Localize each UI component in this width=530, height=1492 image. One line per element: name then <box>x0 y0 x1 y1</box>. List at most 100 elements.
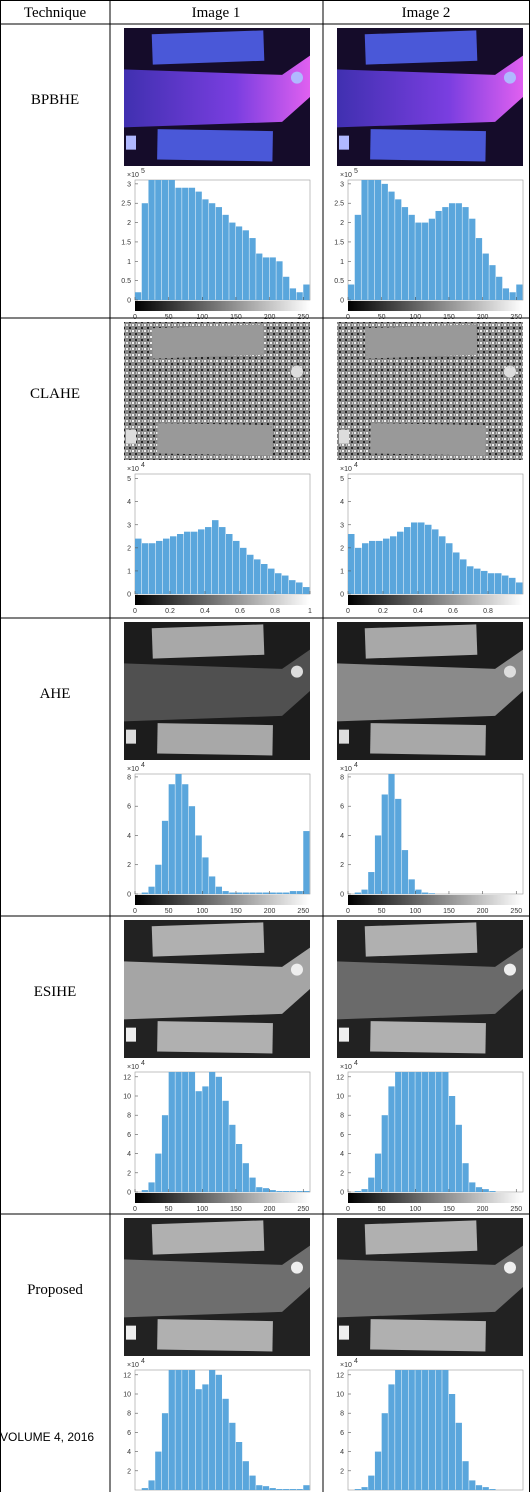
colorbar <box>348 1193 523 1203</box>
x-tick-label: 150 <box>443 1206 455 1213</box>
histogram-bar <box>283 276 290 300</box>
x-tick-label: 200 <box>477 314 489 321</box>
histogram-bar <box>448 203 456 300</box>
photo-arm <box>337 1245 523 1318</box>
x-tick-label: 50 <box>165 908 173 915</box>
y-tick-label: 1.5 <box>121 239 131 246</box>
y-tick-label: 12 <box>123 1372 131 1379</box>
y-tick-label: 4 <box>127 833 131 840</box>
histogram-bar <box>222 214 229 300</box>
histogram-bar <box>442 207 449 300</box>
axis-scale-exponent: 4 <box>141 1358 145 1365</box>
technique-label: BPBHE <box>31 92 79 108</box>
histogram-bar <box>282 575 289 594</box>
x-tick-label: 200 <box>264 1206 276 1213</box>
histogram-bar <box>374 1451 382 1490</box>
histogram-bar <box>188 187 196 300</box>
histogram-bar <box>155 180 162 300</box>
y-tick-label: 1 <box>127 259 131 266</box>
x-tick-label: 50 <box>378 908 386 915</box>
colorbar <box>135 1193 310 1203</box>
histogram-bar <box>489 1191 496 1192</box>
y-tick-label: 5 <box>340 476 344 483</box>
histogram-bar <box>397 531 404 594</box>
histogram-bar <box>388 1384 395 1490</box>
histogram-bar <box>163 538 170 594</box>
axis-scale: ×10 <box>127 1362 139 1369</box>
y-tick-label: 6 <box>127 1430 131 1437</box>
photo-board <box>364 324 478 359</box>
histogram-bar <box>242 1461 249 1490</box>
y-tick-label: 8 <box>340 774 344 781</box>
histogram-bar <box>432 529 439 594</box>
histogram-bar <box>390 536 397 594</box>
histogram-bar <box>276 1191 283 1192</box>
photo <box>337 920 523 1058</box>
histogram-bar <box>381 183 388 300</box>
histogram-bar <box>422 1370 429 1490</box>
histogram-bar <box>209 1072 216 1192</box>
y-tick-label: 2 <box>127 220 131 227</box>
histogram-bar <box>455 1124 462 1192</box>
y-tick-label: 2 <box>127 862 131 869</box>
histogram-bar <box>381 1115 388 1192</box>
histogram-bar <box>422 1072 429 1192</box>
histogram-bar <box>235 226 243 300</box>
histogram-bar <box>242 1163 249 1192</box>
histogram-bar <box>161 1413 169 1490</box>
histogram-bar <box>135 538 142 594</box>
x-tick-label: 150 <box>230 908 242 915</box>
y-tick-label: 0 <box>340 298 344 305</box>
histogram-bar <box>226 534 233 594</box>
y-tick-label: 4 <box>340 499 344 506</box>
x-tick-label: 200 <box>477 1206 489 1213</box>
photo-board <box>157 423 273 456</box>
histogram-bar <box>142 543 149 594</box>
y-tick-label: 3 <box>127 522 131 529</box>
y-tick-label: 2 <box>340 862 344 869</box>
photo-highlight <box>339 729 349 744</box>
photo-board <box>157 1021 273 1054</box>
histogram-bar <box>289 288 297 300</box>
photo-board <box>364 1220 478 1255</box>
histogram-bar <box>261 564 268 594</box>
plot-area <box>347 773 524 895</box>
y-tick-label: 6 <box>127 804 131 811</box>
x-tick-label: 0.8 <box>483 608 493 615</box>
y-tick-label: 3 <box>340 522 344 529</box>
photo-highlight <box>503 71 516 84</box>
x-tick-label: 100 <box>196 908 208 915</box>
x-tick-label: 200 <box>264 908 276 915</box>
histogram-bar <box>354 214 361 300</box>
axis-scale: ×10 <box>340 1362 352 1369</box>
x-tick-label: 0 <box>133 314 137 321</box>
photo-highlight <box>290 963 303 976</box>
photo-highlight <box>339 429 349 444</box>
histogram-bar <box>289 1191 297 1192</box>
histogram-bar <box>191 531 198 594</box>
axis-scale-exponent: 4 <box>141 762 145 769</box>
histogram-bar <box>303 831 310 894</box>
histogram-bar <box>269 1488 276 1490</box>
axis-scale-exponent: 4 <box>141 1060 145 1067</box>
histogram-bar <box>368 1177 375 1192</box>
photo-highlight <box>503 665 516 678</box>
histogram-bar <box>469 1182 476 1192</box>
histogram-bar <box>296 582 303 594</box>
photo-highlight <box>290 665 303 678</box>
axis-scale-exponent: 4 <box>354 762 358 769</box>
y-tick-label: 2.5 <box>334 201 344 208</box>
axis-scale: ×10 <box>340 766 352 773</box>
y-tick-label: 0 <box>127 892 131 899</box>
histogram-bar <box>361 1189 368 1192</box>
y-tick-label: 8 <box>127 1113 131 1120</box>
histogram-bar <box>482 1189 489 1192</box>
histogram-bar <box>395 798 402 894</box>
histogram-bar <box>401 207 409 300</box>
photo-board <box>370 723 486 756</box>
y-tick-label: 12 <box>123 1074 131 1081</box>
photo <box>337 322 523 460</box>
histogram-bar <box>175 774 182 894</box>
histogram-bar <box>182 784 189 894</box>
